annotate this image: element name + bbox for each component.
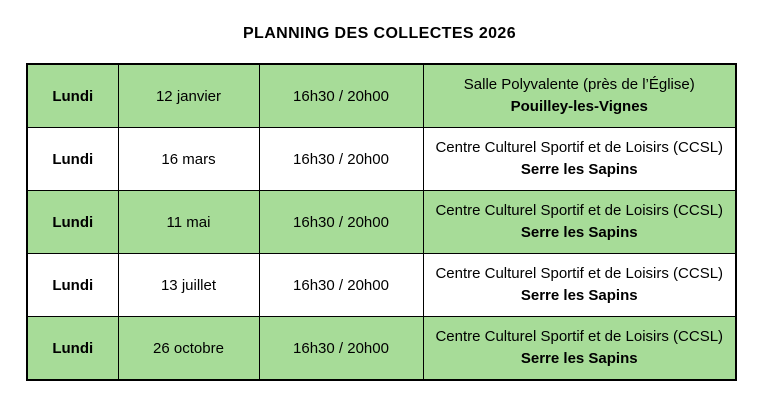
venue-text: Salle Polyvalente (près de l’Église) <box>463 75 695 93</box>
day-cell: Lundi <box>26 63 119 128</box>
date-cell: 13 juillet <box>117 253 260 317</box>
table-row: Lundi 12 janvier 16h30 / 20h00 Salle Pol… <box>26 63 737 128</box>
city-text: Serre les Sapins <box>520 161 638 178</box>
city-text: Serre les Sapins <box>520 287 638 304</box>
location-cell: Centre Culturel Sportif et de Loisirs (C… <box>422 316 737 381</box>
time-cell: 16h30 / 20h00 <box>258 63 424 128</box>
venue-text: Centre Culturel Sportif et de Loisirs (C… <box>435 138 724 156</box>
city-text: Serre les Sapins <box>520 350 638 367</box>
location-cell: Centre Culturel Sportif et de Loisirs (C… <box>422 190 737 254</box>
time-cell: 16h30 / 20h00 <box>258 316 424 381</box>
planning-table: Lundi 12 janvier 16h30 / 20h00 Salle Pol… <box>26 63 737 381</box>
table-row: Lundi 26 octobre 16h30 / 20h00 Centre Cu… <box>26 316 737 381</box>
date-cell: 16 mars <box>117 127 260 191</box>
date-cell: 12 janvier <box>117 63 260 128</box>
table-row: Lundi 16 mars 16h30 / 20h00 Centre Cultu… <box>26 127 737 191</box>
date-cell: 26 octobre <box>117 316 260 381</box>
page-title: PLANNING DES COLLECTES 2026 <box>242 25 517 42</box>
day-cell: Lundi <box>26 127 119 191</box>
venue-text: Centre Culturel Sportif et de Loisirs (C… <box>435 264 724 282</box>
table-row: Lundi 13 juillet 16h30 / 20h00 Centre Cu… <box>26 253 737 317</box>
day-cell: Lundi <box>26 253 119 317</box>
venue-text: Centre Culturel Sportif et de Loisirs (C… <box>435 327 724 345</box>
table-row: Lundi 11 mai 16h30 / 20h00 Centre Cultur… <box>26 190 737 254</box>
time-cell: 16h30 / 20h00 <box>258 127 424 191</box>
location-cell: Salle Polyvalente (près de l’Église) Pou… <box>422 63 737 128</box>
day-cell: Lundi <box>26 190 119 254</box>
venue-text: Centre Culturel Sportif et de Loisirs (C… <box>435 201 724 219</box>
city-text: Pouilley-les-Vignes <box>510 98 648 115</box>
location-cell: Centre Culturel Sportif et de Loisirs (C… <box>422 127 737 191</box>
location-cell: Centre Culturel Sportif et de Loisirs (C… <box>422 253 737 317</box>
date-cell: 11 mai <box>117 190 260 254</box>
time-cell: 16h30 / 20h00 <box>258 253 424 317</box>
time-cell: 16h30 / 20h00 <box>258 190 424 254</box>
city-text: Serre les Sapins <box>520 224 638 241</box>
day-cell: Lundi <box>26 316 119 381</box>
